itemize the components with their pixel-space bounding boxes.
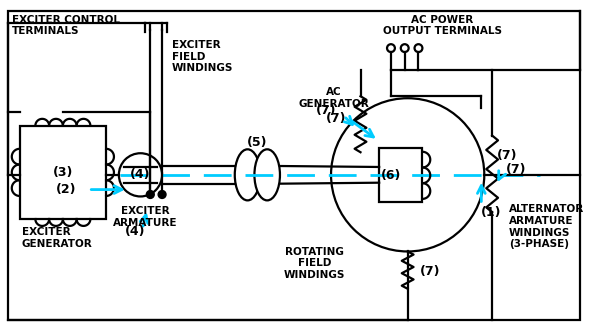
Text: EXCITER
GENERATOR: EXCITER GENERATOR [22, 227, 92, 249]
Ellipse shape [254, 149, 280, 201]
Text: EXCITER CONTROL
TERMINALS: EXCITER CONTROL TERMINALS [12, 15, 120, 36]
Text: (5): (5) [247, 136, 268, 149]
Circle shape [146, 191, 154, 199]
Text: (7): (7) [316, 105, 336, 118]
Text: (6): (6) [381, 169, 401, 182]
Text: EXCITER
ARMATURE: EXCITER ARMATURE [113, 206, 178, 228]
Text: (7): (7) [326, 112, 346, 125]
Text: AC POWER
OUTPUT TERMINALS: AC POWER OUTPUT TERMINALS [383, 15, 502, 36]
Circle shape [415, 44, 422, 52]
Text: (2): (2) [56, 183, 77, 196]
Text: (7): (7) [419, 265, 440, 278]
Text: ALTERNATOR
ARMATURE
WINDINGS
(3-PHASE): ALTERNATOR ARMATURE WINDINGS (3-PHASE) [509, 204, 584, 249]
Circle shape [387, 44, 395, 52]
Text: (3): (3) [53, 166, 73, 179]
Circle shape [158, 191, 166, 199]
Circle shape [331, 98, 484, 251]
Circle shape [401, 44, 409, 52]
Text: (7): (7) [497, 149, 518, 162]
Text: (4): (4) [130, 168, 151, 181]
Text: AC
GENERATOR: AC GENERATOR [299, 87, 370, 109]
Text: (1): (1) [481, 206, 502, 219]
Ellipse shape [235, 149, 260, 201]
Bar [379, 148, 422, 202]
Bar [20, 126, 106, 219]
Text: (4): (4) [125, 225, 146, 253]
Text: ROTATING
FIELD
WINDINGS: ROTATING FIELD WINDINGS [284, 247, 345, 280]
Circle shape [119, 153, 162, 197]
Text: EXCITER
FIELD
WINDINGS: EXCITER FIELD WINDINGS [172, 40, 233, 73]
Text: (7): (7) [506, 163, 526, 176]
